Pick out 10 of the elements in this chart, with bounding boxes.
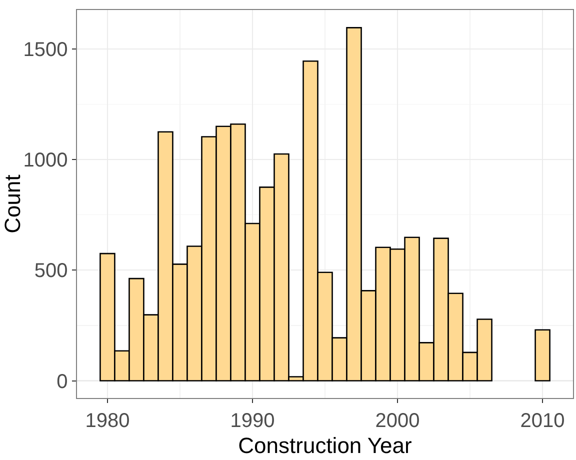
x-tick-label: 2000 [375, 410, 420, 432]
x-tick-label: 1980 [85, 410, 130, 432]
x-tick-label: 1990 [230, 410, 275, 432]
y-axis-title: Count [0, 174, 25, 234]
y-tick-label: 1500 [23, 38, 68, 61]
y-tick-label: 0 [56, 370, 68, 393]
x-tick-label: 2010 [520, 410, 565, 432]
y-tick-label: 500 [34, 260, 68, 282]
x-axis-title: Construction Year [238, 433, 412, 458]
y-tick-label: 1000 [23, 150, 68, 172]
